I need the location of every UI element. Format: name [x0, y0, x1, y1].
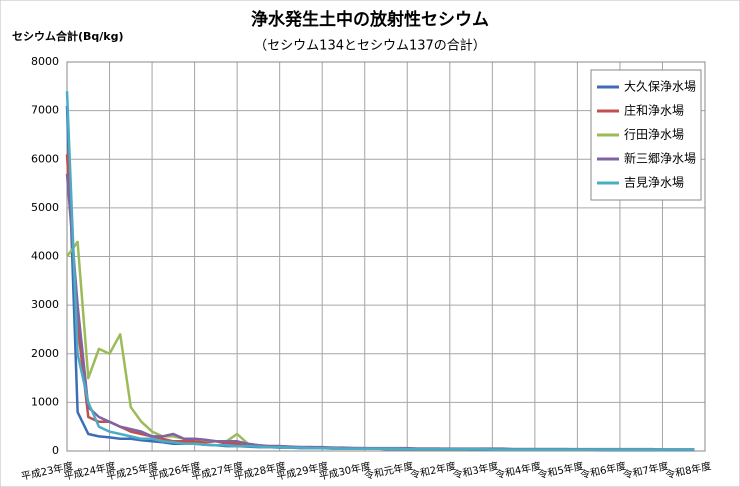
legend-label: 行田浄水場 — [624, 128, 684, 142]
y-tick-label: 6000 — [31, 152, 59, 165]
y-axis-label: セシウム合計(Bq/kg) — [12, 29, 124, 43]
series-line — [65, 91, 695, 451]
y-tick-label: 4000 — [31, 250, 59, 263]
y-tick-label: 5000 — [31, 201, 59, 214]
y-tick-label: 3000 — [31, 298, 59, 311]
legend-label: 吉見浄水場 — [624, 176, 684, 190]
legend-label: 庄和浄水場 — [624, 103, 684, 118]
y-tick-label: 7000 — [31, 104, 59, 117]
plot-border — [66, 61, 706, 452]
chart-title: 浄水発生土中の放射性セシウム — [251, 9, 489, 30]
y-tick-label: 8000 — [31, 55, 59, 68]
y-tick-label: 1000 — [31, 395, 59, 408]
y-tick-label: 2000 — [31, 347, 59, 360]
y-tick-label: 0 — [52, 444, 59, 457]
legend-label: 新三郷浄水場 — [624, 151, 696, 166]
chart-subtitle: （セシウム134とセシウム137の合計） — [254, 38, 486, 54]
legend-label: 大久保浄水場 — [624, 80, 696, 94]
